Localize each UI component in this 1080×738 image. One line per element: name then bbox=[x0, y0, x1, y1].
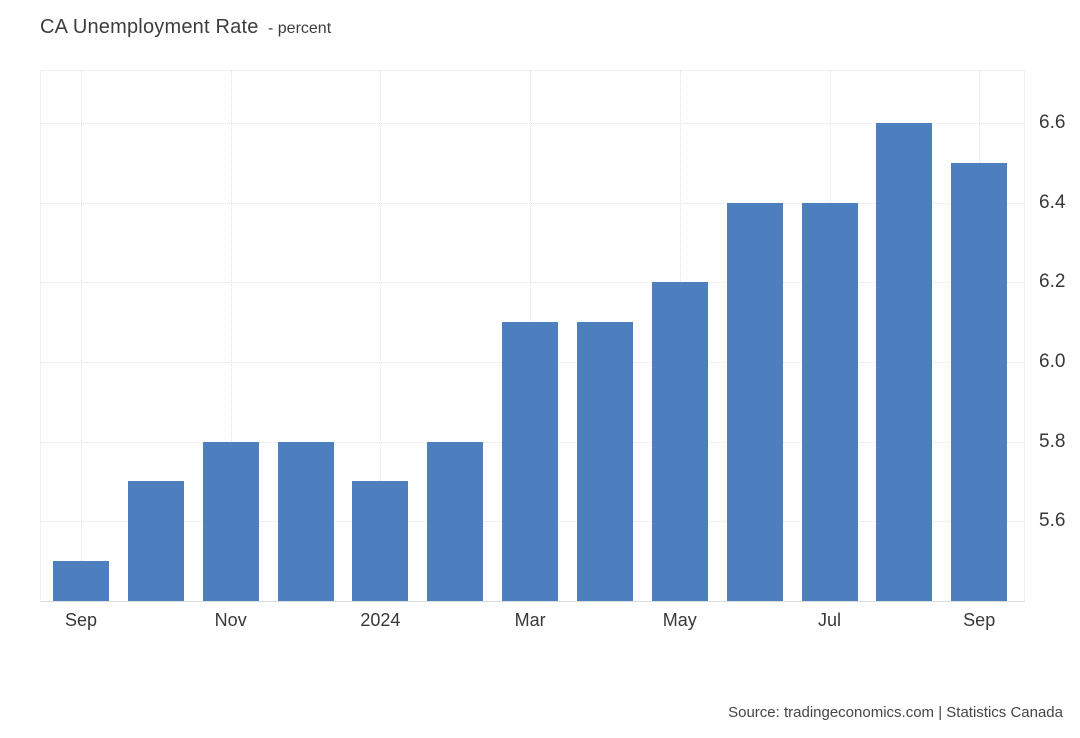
bar-jan-2024[interactable] bbox=[352, 481, 409, 601]
bar-oct-2023[interactable] bbox=[127, 481, 184, 601]
bar-sep-2023[interactable] bbox=[53, 561, 109, 601]
y-axis-label: 6.6 bbox=[1039, 111, 1066, 133]
x-axis-label: Jul bbox=[817, 610, 842, 630]
bar-jun-2024[interactable] bbox=[726, 202, 783, 601]
bar-aug-2024[interactable] bbox=[876, 122, 933, 601]
y-axis-label: 5.6 bbox=[1039, 510, 1066, 532]
bar-jul-2024[interactable] bbox=[801, 202, 858, 601]
source-attribution: Source: tradingeconomics.com | Statistic… bbox=[728, 704, 1063, 721]
bar-may-2024[interactable] bbox=[651, 282, 708, 601]
chart-title-text: CA Unemployment Rate bbox=[40, 16, 259, 38]
bar-dec-2023[interactable] bbox=[277, 441, 334, 601]
x-axis-label: Sep bbox=[963, 610, 996, 630]
y-axis-label: 6.2 bbox=[1039, 271, 1066, 293]
x-axis-label: Sep bbox=[64, 610, 98, 630]
bar-sep-2024[interactable] bbox=[951, 162, 1008, 601]
gridline-vertical bbox=[230, 71, 232, 601]
x-axis-label: May bbox=[662, 610, 697, 630]
gridline-vertical bbox=[81, 71, 82, 601]
x-axis-label: Nov bbox=[214, 610, 247, 630]
x-axis-label: Mar bbox=[514, 610, 546, 630]
chart-title: CA Unemployment Rate - percent bbox=[40, 16, 331, 39]
y-axis-label: 5.8 bbox=[1039, 430, 1066, 452]
bar-nov-2023[interactable] bbox=[202, 441, 259, 601]
bar-apr-2024[interactable] bbox=[576, 322, 633, 601]
gridline-horizontal bbox=[41, 122, 1024, 124]
bar-mar-2024[interactable] bbox=[502, 322, 559, 601]
y-axis-label: 6.0 bbox=[1039, 350, 1066, 372]
gridline-horizontal bbox=[41, 282, 1024, 284]
y-axis-label: 6.4 bbox=[1039, 191, 1066, 213]
x-axis-label: 2024 bbox=[360, 610, 401, 630]
plot-area: 5.6 5.8 6.0 6.2 6.4 6.6 Sep Nov 2024 Mar May Jul Sep bbox=[40, 70, 1065, 630]
gridline-vertical bbox=[380, 71, 382, 601]
chart-subtitle-text: - percent bbox=[268, 20, 332, 37]
bar-feb-2024[interactable] bbox=[427, 441, 484, 601]
gridline-horizontal bbox=[41, 202, 1024, 204]
